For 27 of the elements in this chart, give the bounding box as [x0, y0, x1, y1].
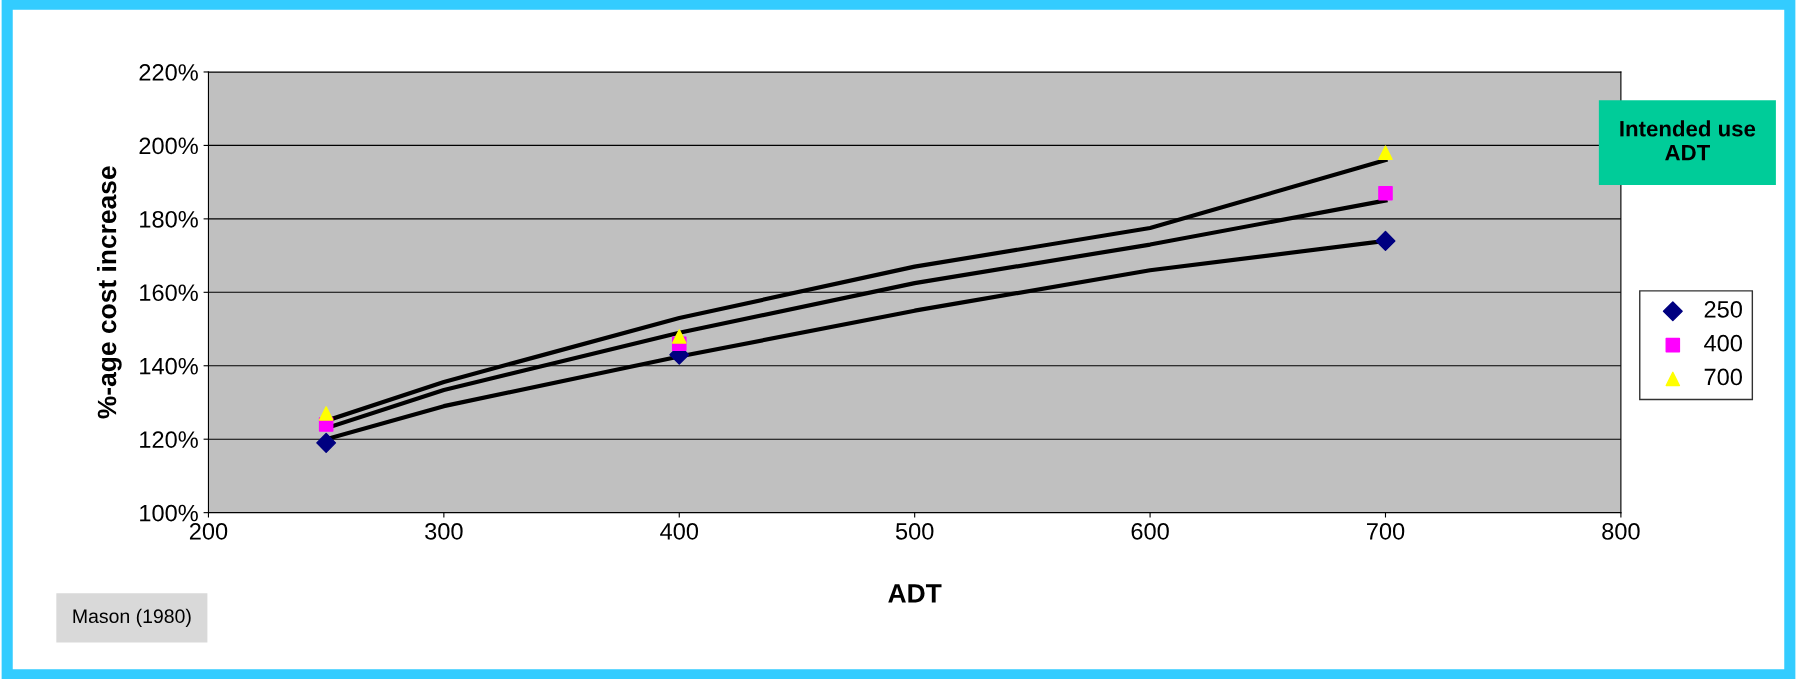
point	[1378, 145, 1393, 161]
x-tick-label: 800	[1602, 522, 1640, 540]
x-tick-label: 300	[425, 522, 463, 540]
y-tick-label: 100%	[140, 504, 198, 522]
point	[1378, 185, 1393, 201]
x-tick-label: 600	[1131, 522, 1169, 540]
x-axis-title: ADT	[888, 584, 942, 603]
point	[1375, 230, 1396, 251]
y-tick-label: 120%	[140, 431, 198, 448]
x-tick-label: 400	[660, 522, 699, 540]
y-tick-label: 200%	[139, 137, 198, 155]
y-tick-label: 220%	[139, 64, 198, 81]
x-tick-label: 200	[189, 522, 228, 540]
x-tick-label: 500	[895, 522, 934, 540]
legend-title: Intended use ADT	[1620, 120, 1756, 161]
y-tick-label: 160%	[140, 284, 198, 302]
y-axis-title: %-age cost increase	[96, 166, 122, 419]
legend-label: 250	[1704, 300, 1742, 318]
x-tick-label: 700	[1367, 522, 1405, 540]
y-tick-label: 140%	[140, 357, 198, 375]
text: Mason (1980)	[73, 608, 191, 627]
y-tick-label: 180%	[140, 210, 198, 228]
legend-label: 400	[1704, 334, 1742, 352]
point	[316, 432, 337, 453]
legend-label: 700	[1704, 368, 1742, 386]
point	[671, 329, 687, 344]
point	[318, 406, 334, 421]
